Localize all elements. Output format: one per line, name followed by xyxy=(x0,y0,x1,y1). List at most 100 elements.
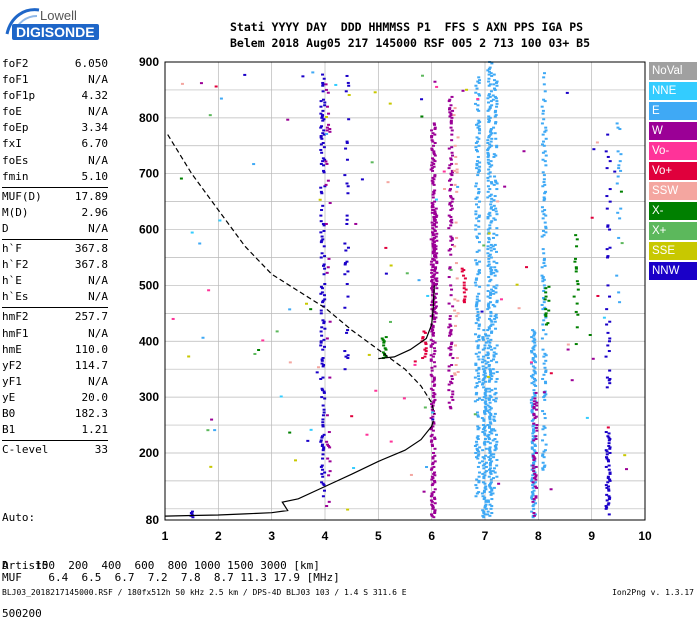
param-label: h`F xyxy=(2,242,22,256)
echo-point xyxy=(293,459,297,462)
echo-point xyxy=(487,70,491,73)
echo-point xyxy=(543,464,547,467)
echo-point xyxy=(530,510,534,513)
echo-point xyxy=(425,466,429,469)
echo-point xyxy=(489,292,493,295)
echo-point xyxy=(489,100,493,103)
echo-point xyxy=(487,260,491,263)
echo-point xyxy=(449,268,453,271)
echo-point xyxy=(488,171,492,174)
echo-point xyxy=(540,266,544,269)
echo-point xyxy=(533,444,537,447)
echo-point xyxy=(486,424,490,427)
echo-point xyxy=(483,391,487,394)
echo-point xyxy=(432,516,436,519)
echo-point xyxy=(422,490,426,493)
echo-point xyxy=(450,218,454,221)
echo-point xyxy=(429,344,433,347)
echo-point xyxy=(542,178,546,181)
echo-point xyxy=(432,379,436,382)
echo-point xyxy=(543,417,547,420)
echo-point xyxy=(493,315,497,318)
echo-point xyxy=(455,357,459,360)
echo-point xyxy=(322,245,326,248)
echo-point xyxy=(475,167,479,170)
echo-point xyxy=(487,231,491,234)
echo-point xyxy=(483,482,487,485)
echo-point xyxy=(487,398,491,401)
echo-point xyxy=(319,105,323,108)
echo-point xyxy=(474,386,478,389)
echo-point xyxy=(454,315,458,318)
echo-point xyxy=(495,234,499,237)
echo-point xyxy=(566,343,570,346)
echo-point xyxy=(346,185,350,188)
echo-point xyxy=(346,354,350,357)
echo-point xyxy=(433,174,437,177)
trace-echo xyxy=(378,285,435,360)
echo-point xyxy=(474,305,478,308)
echo-point xyxy=(475,382,479,385)
echo-point xyxy=(615,182,619,185)
echo-point xyxy=(574,234,578,237)
echo-point xyxy=(489,144,493,147)
echo-point xyxy=(542,118,546,121)
echo-point xyxy=(449,195,453,198)
echo-point xyxy=(489,453,493,456)
echo-point xyxy=(450,146,454,149)
echo-point xyxy=(490,269,494,272)
echo-point xyxy=(319,136,323,139)
echo-point xyxy=(320,326,324,329)
echo-point xyxy=(544,354,548,357)
echo-point xyxy=(435,214,439,217)
echo-point xyxy=(532,439,536,442)
echo-point xyxy=(541,229,545,232)
echo-point xyxy=(321,482,325,485)
echo-point xyxy=(476,465,480,468)
echo-point xyxy=(447,347,451,350)
echo-point xyxy=(532,456,536,459)
echo-point xyxy=(430,366,434,369)
echo-point xyxy=(484,400,488,403)
echo-point xyxy=(531,453,535,456)
echo-point xyxy=(482,475,486,478)
echo-point xyxy=(345,214,349,217)
echo-point xyxy=(493,79,497,82)
echo-point xyxy=(574,267,578,270)
echo-point xyxy=(491,303,495,306)
echo-point xyxy=(486,151,490,154)
echo-point xyxy=(431,340,435,343)
echo-point xyxy=(487,257,491,260)
echo-point xyxy=(542,252,546,255)
echo-point xyxy=(190,231,194,234)
echo-point xyxy=(482,491,486,494)
echo-point xyxy=(321,132,325,135)
echo-point xyxy=(532,359,536,362)
echo-point xyxy=(486,141,490,144)
echo-point xyxy=(322,171,326,174)
echo-point xyxy=(382,344,386,347)
param-row: h`F 367.8 xyxy=(2,241,108,257)
echo-point xyxy=(383,354,387,357)
echo-point xyxy=(605,499,609,502)
echo-point xyxy=(487,327,491,330)
echo-point xyxy=(488,116,492,119)
echo-point xyxy=(325,126,329,129)
echo-point xyxy=(530,410,534,413)
legend-item-vominus: Vo- xyxy=(649,142,697,160)
echo-point xyxy=(463,298,467,301)
echo-point xyxy=(486,303,490,306)
param-row: hmF1 N/A xyxy=(2,326,108,342)
echo-point xyxy=(534,495,538,498)
echo-point xyxy=(431,276,435,279)
echo-point xyxy=(451,398,455,401)
echo-point xyxy=(620,242,624,245)
echo-point xyxy=(343,263,347,266)
echo-point xyxy=(532,414,536,417)
echo-point xyxy=(374,389,378,392)
echo-point xyxy=(487,475,491,478)
param-row: foEs N/A xyxy=(2,153,108,169)
echo-point xyxy=(477,368,481,371)
param-row: h`E N/A xyxy=(2,273,108,289)
echo-point xyxy=(319,340,323,343)
